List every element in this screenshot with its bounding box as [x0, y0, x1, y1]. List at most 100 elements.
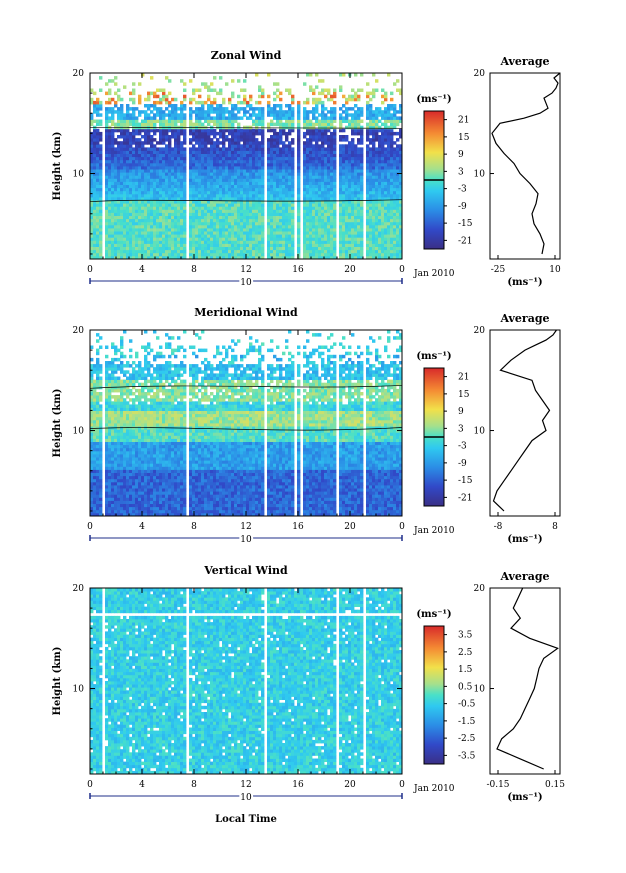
- heatmap-cell: [219, 175, 223, 179]
- heatmap-cell: [234, 128, 238, 133]
- heatmap-cell: [120, 234, 124, 238]
- heatmap-cell: [288, 249, 292, 254]
- heatmap-cell: [306, 153, 310, 158]
- heatmap-cell: [303, 113, 307, 117]
- heatmap-cell: [237, 240, 241, 244]
- heatmap-cell: [309, 119, 313, 123]
- heatmap-cell: [123, 243, 127, 247]
- heatmap-cell: [312, 231, 316, 235]
- heatmap-cell: [219, 209, 223, 213]
- heatmap-cell: [261, 169, 265, 173]
- heatmap-cell: [114, 122, 118, 127]
- heatmap-cell: [252, 249, 256, 254]
- heatmap-cell: [189, 203, 193, 207]
- heatmap-cell: [195, 175, 199, 179]
- heatmap-cell: [267, 175, 271, 179]
- heatmap-cell: [360, 224, 364, 229]
- heatmap-cell: [360, 128, 364, 133]
- heatmap-cell: [99, 184, 103, 189]
- heatmap-cell: [345, 197, 349, 201]
- heatmap-cell: [276, 119, 280, 123]
- heatmap-cell: [132, 153, 136, 158]
- heatmap-cell: [234, 212, 238, 216]
- heatmap-cell: [90, 147, 94, 151]
- heatmap-cell: [108, 249, 112, 254]
- heatmap-cell: [252, 141, 256, 145]
- heatmap-cell: [147, 193, 151, 198]
- heatmap-cell: [204, 252, 208, 257]
- heatmap-cell: [360, 231, 364, 235]
- heatmap-cell: [90, 184, 94, 189]
- heatmap-cell: [276, 138, 280, 142]
- heatmap-cell: [207, 200, 211, 204]
- heatmap-cell: [351, 116, 355, 120]
- heatmap-cell: [180, 237, 184, 241]
- heatmap-cell: [123, 85, 127, 89]
- heatmap-cell: [171, 190, 175, 195]
- heatmap-cell: [369, 209, 373, 213]
- heatmap-cell: [120, 169, 124, 173]
- heatmap-cell: [159, 240, 163, 244]
- heatmap-cell: [162, 252, 166, 257]
- heatmap-cell: [249, 169, 253, 173]
- heatmap-cell: [390, 181, 394, 185]
- heatmap-cell: [354, 91, 358, 96]
- heatmap-cell: [276, 237, 280, 241]
- heatmap-cell: [258, 147, 262, 151]
- heatmap-cell: [153, 172, 157, 176]
- heatmap-cell: [357, 252, 361, 257]
- heatmap-cell: [192, 240, 196, 244]
- heatmap-cell: [306, 147, 310, 151]
- heatmap-cell: [381, 193, 385, 198]
- heatmap-cell: [174, 218, 178, 223]
- heatmap-cell: [333, 209, 337, 213]
- heatmap-cell: [270, 206, 274, 210]
- heatmap-cell: [279, 187, 283, 192]
- heatmap-cell: [90, 169, 94, 173]
- heatmap-cell: [366, 228, 370, 232]
- heatmap-cell: [228, 113, 232, 117]
- heatmap-cell: [210, 131, 214, 136]
- heatmap-cell: [276, 255, 280, 260]
- heatmap-cell: [282, 215, 286, 220]
- heatmap-cell: [339, 221, 343, 226]
- heatmap-cell: [93, 156, 97, 161]
- heatmap-cell: [252, 172, 256, 176]
- heatmap-cell: [261, 135, 265, 139]
- heatmap-cell: [114, 184, 118, 189]
- heatmap-cell: [189, 197, 193, 201]
- heatmap-cell: [366, 234, 370, 238]
- heatmap-cell: [240, 150, 244, 154]
- heatmap-cell: [168, 240, 172, 244]
- heatmap-cell: [168, 249, 172, 254]
- heatmap-cell: [183, 131, 187, 136]
- heatmap-cell: [279, 215, 283, 220]
- heatmap-cell: [384, 197, 388, 201]
- heatmap-cell: [135, 128, 139, 133]
- heatmap-cell: [90, 249, 94, 254]
- heatmap-cell: [333, 240, 337, 244]
- heatmap-cell: [147, 206, 151, 210]
- heatmap-cell: [156, 107, 160, 111]
- heatmap-cell: [321, 234, 325, 238]
- heatmap-cell: [111, 193, 115, 198]
- heatmap-cell: [333, 228, 337, 232]
- heatmap-cell: [150, 231, 154, 235]
- heatmap-cell: [375, 178, 379, 182]
- heatmap-cell: [249, 200, 253, 204]
- heatmap-cell: [231, 246, 235, 251]
- heatmap-cell: [93, 385, 97, 390]
- heatmap-cell: [333, 197, 337, 201]
- heatmap-cell: [93, 240, 97, 244]
- heatmap-cell: [177, 200, 181, 204]
- heatmap-cell: [132, 221, 136, 226]
- heatmap-cell: [351, 128, 355, 133]
- heatmap-cell: [282, 212, 286, 216]
- heatmap-cell: [129, 169, 133, 173]
- heatmap-cell: [333, 119, 337, 123]
- heatmap-cell: [312, 150, 316, 154]
- heatmap-cell: [375, 128, 379, 133]
- heatmap-cell: [291, 175, 295, 179]
- heatmap-cell: [99, 153, 103, 158]
- heatmap-cell: [165, 228, 169, 232]
